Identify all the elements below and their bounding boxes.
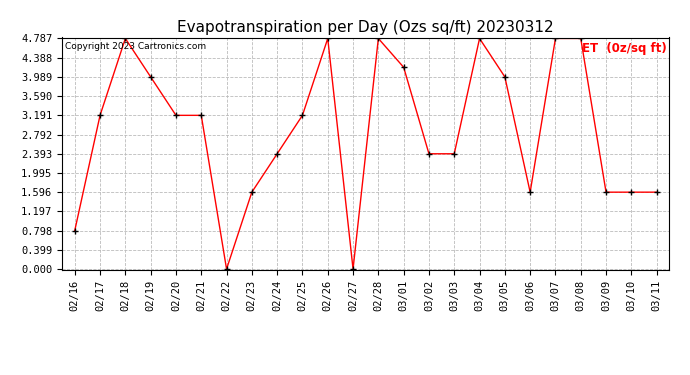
Title: Evapotranspiration per Day (Ozs sq/ft) 20230312: Evapotranspiration per Day (Ozs sq/ft) 2…	[177, 20, 554, 35]
Text: ET  (0z/sq ft): ET (0z/sq ft)	[582, 42, 667, 55]
Text: Copyright 2023 Cartronics.com: Copyright 2023 Cartronics.com	[65, 42, 206, 51]
